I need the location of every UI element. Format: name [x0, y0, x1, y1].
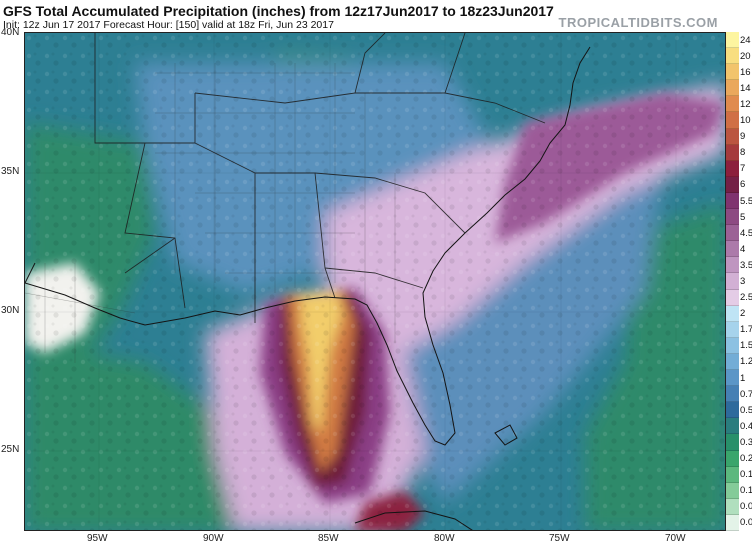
- colorbar-swatch: [726, 434, 739, 451]
- border-line-6: [324, 267, 424, 289]
- county-lines: [25, 63, 396, 363]
- colorbar-swatch: [726, 482, 739, 499]
- graticule: [25, 33, 725, 530]
- county-grid-2: [174, 63, 396, 343]
- colorbar-level-label: 0.2: [740, 453, 752, 465]
- colorbar-level-label: 0.3: [740, 436, 752, 448]
- precip-colorbar: 24 20 16 14 12 10 9 8 7 6 5.5 5 4.5 4 3.5 3 2.5 2 1.75 1.5 1…: [726, 32, 752, 531]
- lat-label-35n: 35N: [1, 166, 20, 177]
- colorbar-level-label: 0.1: [740, 485, 752, 497]
- colorbar-level-label: 3: [740, 276, 746, 287]
- lat-label-40n: 40N: [1, 27, 20, 38]
- colorbar-level-label: 10: [740, 115, 751, 127]
- colorbar-swatch: [726, 176, 739, 193]
- colorbar-swatch: [726, 96, 739, 113]
- map-title: GFS Total Accumulated Precipitation (inc…: [3, 3, 554, 19]
- border-line-7: [194, 92, 546, 124]
- lon-label-90w: 90W: [203, 533, 224, 544]
- colorbar-level-label: 0.15: [740, 469, 752, 481]
- colorbar-level-label: 4.5: [740, 227, 752, 239]
- mexico-coastline: [25, 262, 36, 284]
- colorbar-level-label: 9: [740, 131, 746, 143]
- colorbar-level-label: 5: [740, 211, 746, 223]
- colorbar-level-label: 4: [740, 243, 746, 255]
- colorbar-level-label: 12: [740, 98, 751, 110]
- lon-label-70w: 70W: [665, 533, 686, 544]
- colorbar-level-label: 0.01: [740, 517, 752, 529]
- colorbar-swatch: [726, 514, 739, 531]
- colorbar-level-label: 0.5: [740, 404, 752, 416]
- colorbar-swatch: [726, 209, 739, 226]
- colorbar-swatch: [726, 402, 739, 419]
- colorbar-swatch: [726, 370, 739, 387]
- colorbar-swatch: [726, 321, 739, 338]
- colorbar-swatch: [726, 353, 739, 371]
- lon-label-75w: 75W: [549, 533, 570, 544]
- colorbar-swatch: [726, 418, 739, 435]
- colorbar-swatch: [726, 273, 739, 290]
- colorbar-swatch: [726, 386, 739, 403]
- colorbar-swatch: [726, 466, 739, 483]
- colorbar-level-label: 3.5: [740, 259, 752, 271]
- colorbar-swatch: [726, 289, 739, 306]
- map-canvas: [25, 33, 725, 530]
- border-line-10: [124, 237, 176, 274]
- colorbar-level-label: 1.25: [740, 356, 752, 368]
- colorbar-swatch: [726, 498, 739, 515]
- colorbar-swatch: [726, 337, 739, 354]
- colorbar-level-label: 2.5: [740, 292, 752, 304]
- colorbar-level-label: 0.05: [740, 501, 752, 513]
- colorbar-level-label: 1.75: [740, 324, 752, 336]
- bahamas-outline: [494, 424, 518, 446]
- coastlines: [25, 46, 591, 530]
- county-grid-3: [25, 263, 136, 363]
- colorbar-swatch: [726, 128, 739, 145]
- colorbar-level-label: 5.5: [740, 195, 752, 207]
- border-line-9: [444, 33, 466, 94]
- colorbar-level-label: 16: [740, 66, 751, 78]
- colorbar-swatch: [726, 48, 739, 65]
- lat-label-30n: 30N: [1, 305, 20, 316]
- colorbar-swatch: [726, 112, 739, 129]
- texture-overlay: [25, 33, 725, 530]
- precipitation-map: [24, 32, 726, 531]
- graticule-lines: [25, 33, 725, 530]
- border-line-4: [255, 172, 336, 299]
- colorbar-level-label: 7: [740, 163, 746, 175]
- border-line-8: [354, 33, 386, 94]
- cuba-coastline: [354, 510, 473, 530]
- gulf-coastline: [25, 46, 591, 446]
- colorbar-swatch: [726, 80, 739, 97]
- colorbar-swatch: [726, 257, 739, 274]
- colorbar-swatch: [726, 64, 739, 81]
- state-borders: [94, 33, 546, 323]
- colorbar-level-label: 1: [740, 372, 746, 384]
- lon-label-80w: 80W: [434, 533, 455, 544]
- colorbar-swatch: [726, 450, 739, 467]
- colorbar-level-label: 14: [740, 82, 751, 94]
- lat-label-25n: 25N: [1, 444, 20, 455]
- colorbar-swatch: [726, 192, 739, 210]
- brand-watermark: TROPICALTIDBITS.COM: [558, 15, 718, 30]
- border-line-5: [314, 172, 466, 234]
- colorbar-swatch: [726, 225, 739, 242]
- lon-label-95w: 95W: [87, 533, 108, 544]
- colorbar-level-label: 20: [740, 50, 751, 62]
- colorbar-level-label: 6: [740, 179, 746, 191]
- colorbar-level-label: 24: [740, 34, 751, 46]
- colorbar-level-label: 1.5: [740, 340, 752, 352]
- colorbar-level-label: 0.75: [740, 388, 752, 400]
- map-subtitle: Init: 12z Jun 17 2017 Forecast Hour: [15…: [3, 19, 334, 31]
- colorbar-swatch: [726, 144, 739, 161]
- border-line-2: [124, 142, 186, 309]
- colorbar-level-label: 0.4: [740, 420, 752, 432]
- colorbar-swatch: [726, 32, 739, 49]
- colorbar-level-label: 8: [740, 147, 746, 159]
- lon-label-85w: 85W: [318, 533, 339, 544]
- colorbar-swatch: [726, 160, 739, 177]
- colorbar-swatch: [726, 241, 739, 258]
- map-header: GFS Total Accumulated Precipitation (inc…: [0, 0, 752, 32]
- colorbar-level-label: 2: [740, 308, 746, 320]
- colorbar-swatch: [726, 305, 739, 322]
